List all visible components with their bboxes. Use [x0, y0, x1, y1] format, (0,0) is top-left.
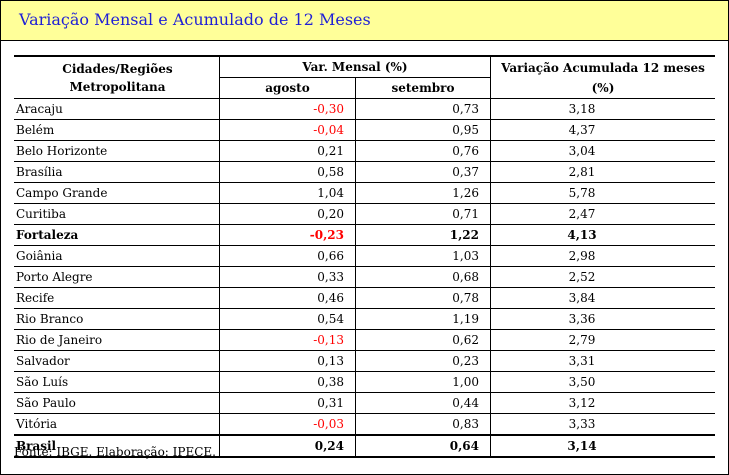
- cell-accumulated: 3,31: [490, 350, 715, 372]
- table-row-total: Brasil 0,24 0,64 3,14: [14, 434, 715, 458]
- cell-september: 1,19: [355, 308, 491, 330]
- cell-city: Brasília: [14, 161, 220, 183]
- cell-september: 0,23: [355, 350, 491, 372]
- cell-city: Fortaleza: [14, 224, 220, 246]
- cell-september: 0,95: [355, 119, 491, 141]
- cell-accumulated: 3,14: [490, 434, 715, 458]
- table-row: Fortaleza -0,23 1,22 4,13: [14, 224, 715, 246]
- cell-august: -0,03: [219, 413, 356, 436]
- table-row: Rio Branco 0,54 1,19 3,36: [14, 308, 715, 330]
- cell-city: São Luís: [14, 371, 220, 393]
- table-row: Goiânia 0,66 1,03 2,98: [14, 245, 715, 267]
- cell-september: 1,26: [355, 182, 491, 204]
- cell-city: Aracaju: [14, 98, 220, 120]
- cell-city: Belém: [14, 119, 220, 141]
- cell-city: Curitiba: [14, 203, 220, 225]
- cell-city: Goiânia: [14, 245, 220, 267]
- cell-accumulated: 4,37: [490, 119, 715, 141]
- cell-accumulated: 3,36: [490, 308, 715, 330]
- cell-august: 0,33: [219, 266, 356, 288]
- cell-september: 0,37: [355, 161, 491, 183]
- cell-city: Porto Alegre: [14, 266, 220, 288]
- cell-accumulated: 3,04: [490, 140, 715, 162]
- cell-city: São Paulo: [14, 392, 220, 414]
- cell-accumulated: 4,13: [490, 224, 715, 246]
- cell-city: Rio Branco: [14, 308, 220, 330]
- cell-september: 0,68: [355, 266, 491, 288]
- header-monthly: Var. Mensal (%): [219, 55, 491, 78]
- cell-accumulated: 3,84: [490, 287, 715, 309]
- table-row: Recife 0,46 0,78 3,84: [14, 287, 715, 309]
- cell-august: 0,46: [219, 287, 356, 309]
- cell-august: 0,13: [219, 350, 356, 372]
- cell-city: Vitória: [14, 413, 220, 436]
- cell-accumulated: 3,50: [490, 371, 715, 393]
- cell-august: 0,66: [219, 245, 356, 267]
- cell-august: -0,23: [219, 224, 356, 246]
- cell-city: Belo Horizonte: [14, 140, 220, 162]
- cell-august: 1,04: [219, 182, 356, 204]
- header-accumulated: Variação Acumulada 12 meses (%): [490, 55, 715, 99]
- cell-august: -0,30: [219, 98, 356, 120]
- cell-september: 1,03: [355, 245, 491, 267]
- cell-august: 0,21: [219, 140, 356, 162]
- cell-accumulated: 5,78: [490, 182, 715, 204]
- cell-accumulated: 2,52: [490, 266, 715, 288]
- cell-september: 0,64: [355, 434, 491, 458]
- cell-city: Rio de Janeiro: [14, 329, 220, 351]
- cell-september: 0,73: [355, 98, 491, 120]
- cell-august: 0,58: [219, 161, 356, 183]
- table-body: Aracaju -0,30 0,73 3,18 Belém -0,04 0,95 4,37 Be…: [14, 98, 715, 458]
- cell-august: 0,54: [219, 308, 356, 330]
- cell-august: 0,38: [219, 371, 356, 393]
- cell-september: 0,76: [355, 140, 491, 162]
- table-row: Curitiba 0,20 0,71 2,47: [14, 203, 715, 225]
- cell-august: 0,20: [219, 203, 356, 225]
- source-note: Fonte: IBGE. Elaboração: IPECE.: [14, 445, 216, 459]
- cell-accumulated: 2,47: [490, 203, 715, 225]
- table-row: Porto Alegre 0,33 0,68 2,52: [14, 266, 715, 288]
- cell-september: 1,00: [355, 371, 491, 393]
- cell-september: 1,22: [355, 224, 491, 246]
- page-title: Variação Mensal e Acumulado de 12 Meses: [19, 10, 371, 29]
- header-month-august: agosto: [219, 77, 356, 99]
- cell-september: 0,78: [355, 287, 491, 309]
- cell-accumulated: 2,79: [490, 329, 715, 351]
- table-row: Salvador 0,13 0,23 3,31: [14, 350, 715, 372]
- table-row: Vitória -0,03 0,83 3,33: [14, 413, 715, 436]
- cell-september: 0,62: [355, 329, 491, 351]
- table-row: Aracaju -0,30 0,73 3,18: [14, 98, 715, 120]
- title-bar: Variação Mensal e Acumulado de 12 Meses: [1, 1, 728, 41]
- table-row: Campo Grande 1,04 1,26 5,78: [14, 182, 715, 204]
- cell-august: -0,13: [219, 329, 356, 351]
- cell-accumulated: 3,33: [490, 413, 715, 436]
- table-row: São Luís 0,38 1,00 3,50: [14, 371, 715, 393]
- cell-september: 0,71: [355, 203, 491, 225]
- cell-accumulated: 2,81: [490, 161, 715, 183]
- table-row: Belém -0,04 0,95 4,37: [14, 119, 715, 141]
- cell-city: Campo Grande: [14, 182, 220, 204]
- cell-august: 0,24: [219, 434, 356, 458]
- table-row: Belo Horizonte 0,21 0,76 3,04: [14, 140, 715, 162]
- header-city: Cidades/Regiões Metropolitana: [14, 55, 220, 99]
- cell-city: Brasil: [14, 434, 220, 458]
- table-header: Cidades/Regiões Metropolitana Var. Mensa…: [14, 55, 715, 99]
- cell-city: Recife: [14, 287, 220, 309]
- cell-accumulated: 3,18: [490, 98, 715, 120]
- cell-accumulated: 3,12: [490, 392, 715, 414]
- cell-august: -0,04: [219, 119, 356, 141]
- table-row: São Paulo 0,31 0,44 3,12: [14, 392, 715, 414]
- cell-september: 0,83: [355, 413, 491, 436]
- table-row: Rio de Janeiro -0,13 0,62 2,79: [14, 329, 715, 351]
- table-row: Brasília 0,58 0,37 2,81: [14, 161, 715, 183]
- inflation-table: Cidades/Regiões Metropolitana Var. Mensa…: [14, 55, 715, 458]
- header-month-september: setembro: [355, 77, 491, 99]
- cell-accumulated: 2,98: [490, 245, 715, 267]
- cell-august: 0,31: [219, 392, 356, 414]
- cell-september: 0,44: [355, 392, 491, 414]
- cell-city: Salvador: [14, 350, 220, 372]
